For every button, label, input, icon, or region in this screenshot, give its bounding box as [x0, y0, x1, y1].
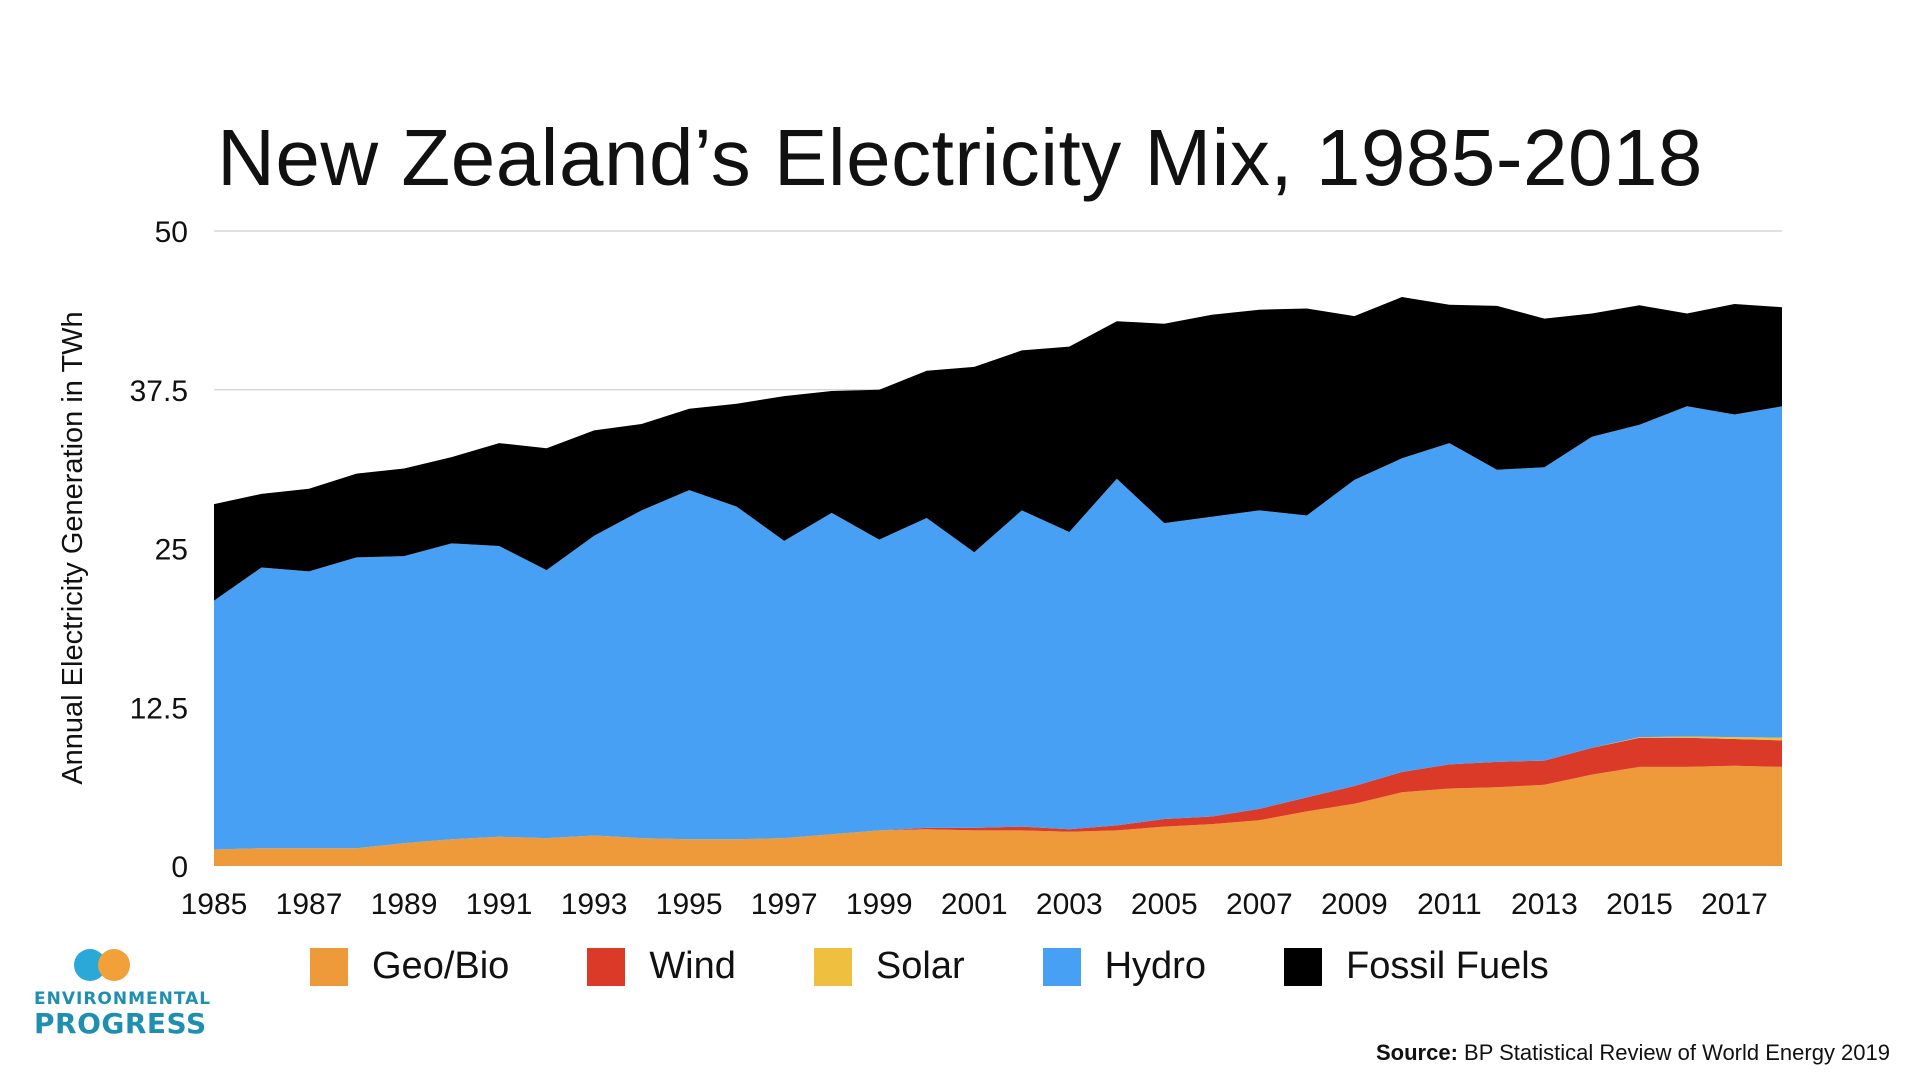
x-tick-label: 1991 — [466, 888, 533, 921]
legend-label: Fossil Fuels — [1345, 945, 1549, 987]
x-tick-label: 1997 — [751, 888, 818, 921]
logo-mark-icon — [74, 945, 144, 985]
environmental-progress-logo: ENVIRONMENTAL PROGRESS — [34, 945, 212, 1040]
source-label: Source: — [1376, 1040, 1458, 1065]
x-tick-label: 1993 — [561, 888, 628, 921]
legend-label: Wind — [649, 945, 736, 987]
x-tick-label: 1999 — [846, 888, 913, 921]
x-tick-label: 2017 — [1701, 888, 1768, 921]
y-tick-label: 0 — [171, 851, 188, 884]
x-tick-label: 2005 — [1131, 888, 1198, 921]
y-tick-label: 37.5 — [130, 375, 188, 408]
x-axis-ticks: 1985 1987 1989 1991 1993 1995 1997 1999 2001 2003… — [181, 888, 1768, 921]
x-tick-label: 1985 — [181, 888, 248, 921]
area-fossil-fuels — [214, 297, 1782, 601]
legend: Geo/Bio Wind Solar Hydro Fossil Fuels — [310, 945, 1627, 988]
y-tick-label: 50 — [155, 216, 188, 249]
legend-item-solar: Solar — [813, 945, 965, 988]
legend-item-wind: Wind — [587, 945, 736, 988]
source-note: Source: BP Statistical Review of World E… — [1376, 1040, 1890, 1066]
y-tick-label: 25 — [155, 534, 188, 567]
area-geo-bio — [214, 765, 1782, 866]
x-tick-label: 2001 — [941, 888, 1008, 921]
legend-item-hydro: Hydro — [1042, 945, 1206, 988]
x-tick-label: 2009 — [1321, 888, 1388, 921]
legend-label: Hydro — [1104, 945, 1206, 987]
x-tick-label: 2013 — [1511, 888, 1578, 921]
legend-item-geo-bio: Geo/Bio — [310, 945, 509, 988]
chart-title: New Zealand’s Electricity Mix, 1985-2018 — [217, 113, 1703, 202]
area-wind — [214, 737, 1782, 850]
x-tick-label: 2015 — [1606, 888, 1673, 921]
legend-swatch — [310, 947, 348, 986]
x-tick-label: 1995 — [656, 888, 723, 921]
x-tick-label: 2007 — [1226, 888, 1293, 921]
x-tick-label: 2003 — [1036, 888, 1103, 921]
legend-swatch — [813, 947, 852, 986]
area-series — [214, 297, 1782, 866]
legend-item-fossil-fuels: Fossil Fuels — [1283, 945, 1549, 988]
legend-swatch — [1283, 947, 1322, 986]
logo-line-2: PROGRESS — [34, 1006, 207, 1040]
legend-label: Solar — [875, 945, 965, 987]
legend-swatch — [587, 947, 626, 986]
area-hydro — [214, 406, 1782, 850]
y-axis-ticks: 0 12.5 25 37.5 50 — [130, 216, 188, 884]
y-tick-label: 12.5 — [130, 692, 188, 725]
x-tick-label: 1989 — [371, 888, 438, 921]
logo-line-1: ENVIRONMENTAL — [34, 989, 212, 1009]
x-tick-label: 2011 — [1417, 888, 1482, 921]
y-axis-label: Annual Electricity Generation in TWh — [57, 311, 89, 784]
source-text: BP Statistical Review of World Energy 20… — [1464, 1040, 1890, 1065]
legend-label: Geo/Bio — [372, 945, 510, 987]
legend-swatch — [1042, 947, 1081, 986]
x-tick-label: 1987 — [276, 888, 343, 921]
